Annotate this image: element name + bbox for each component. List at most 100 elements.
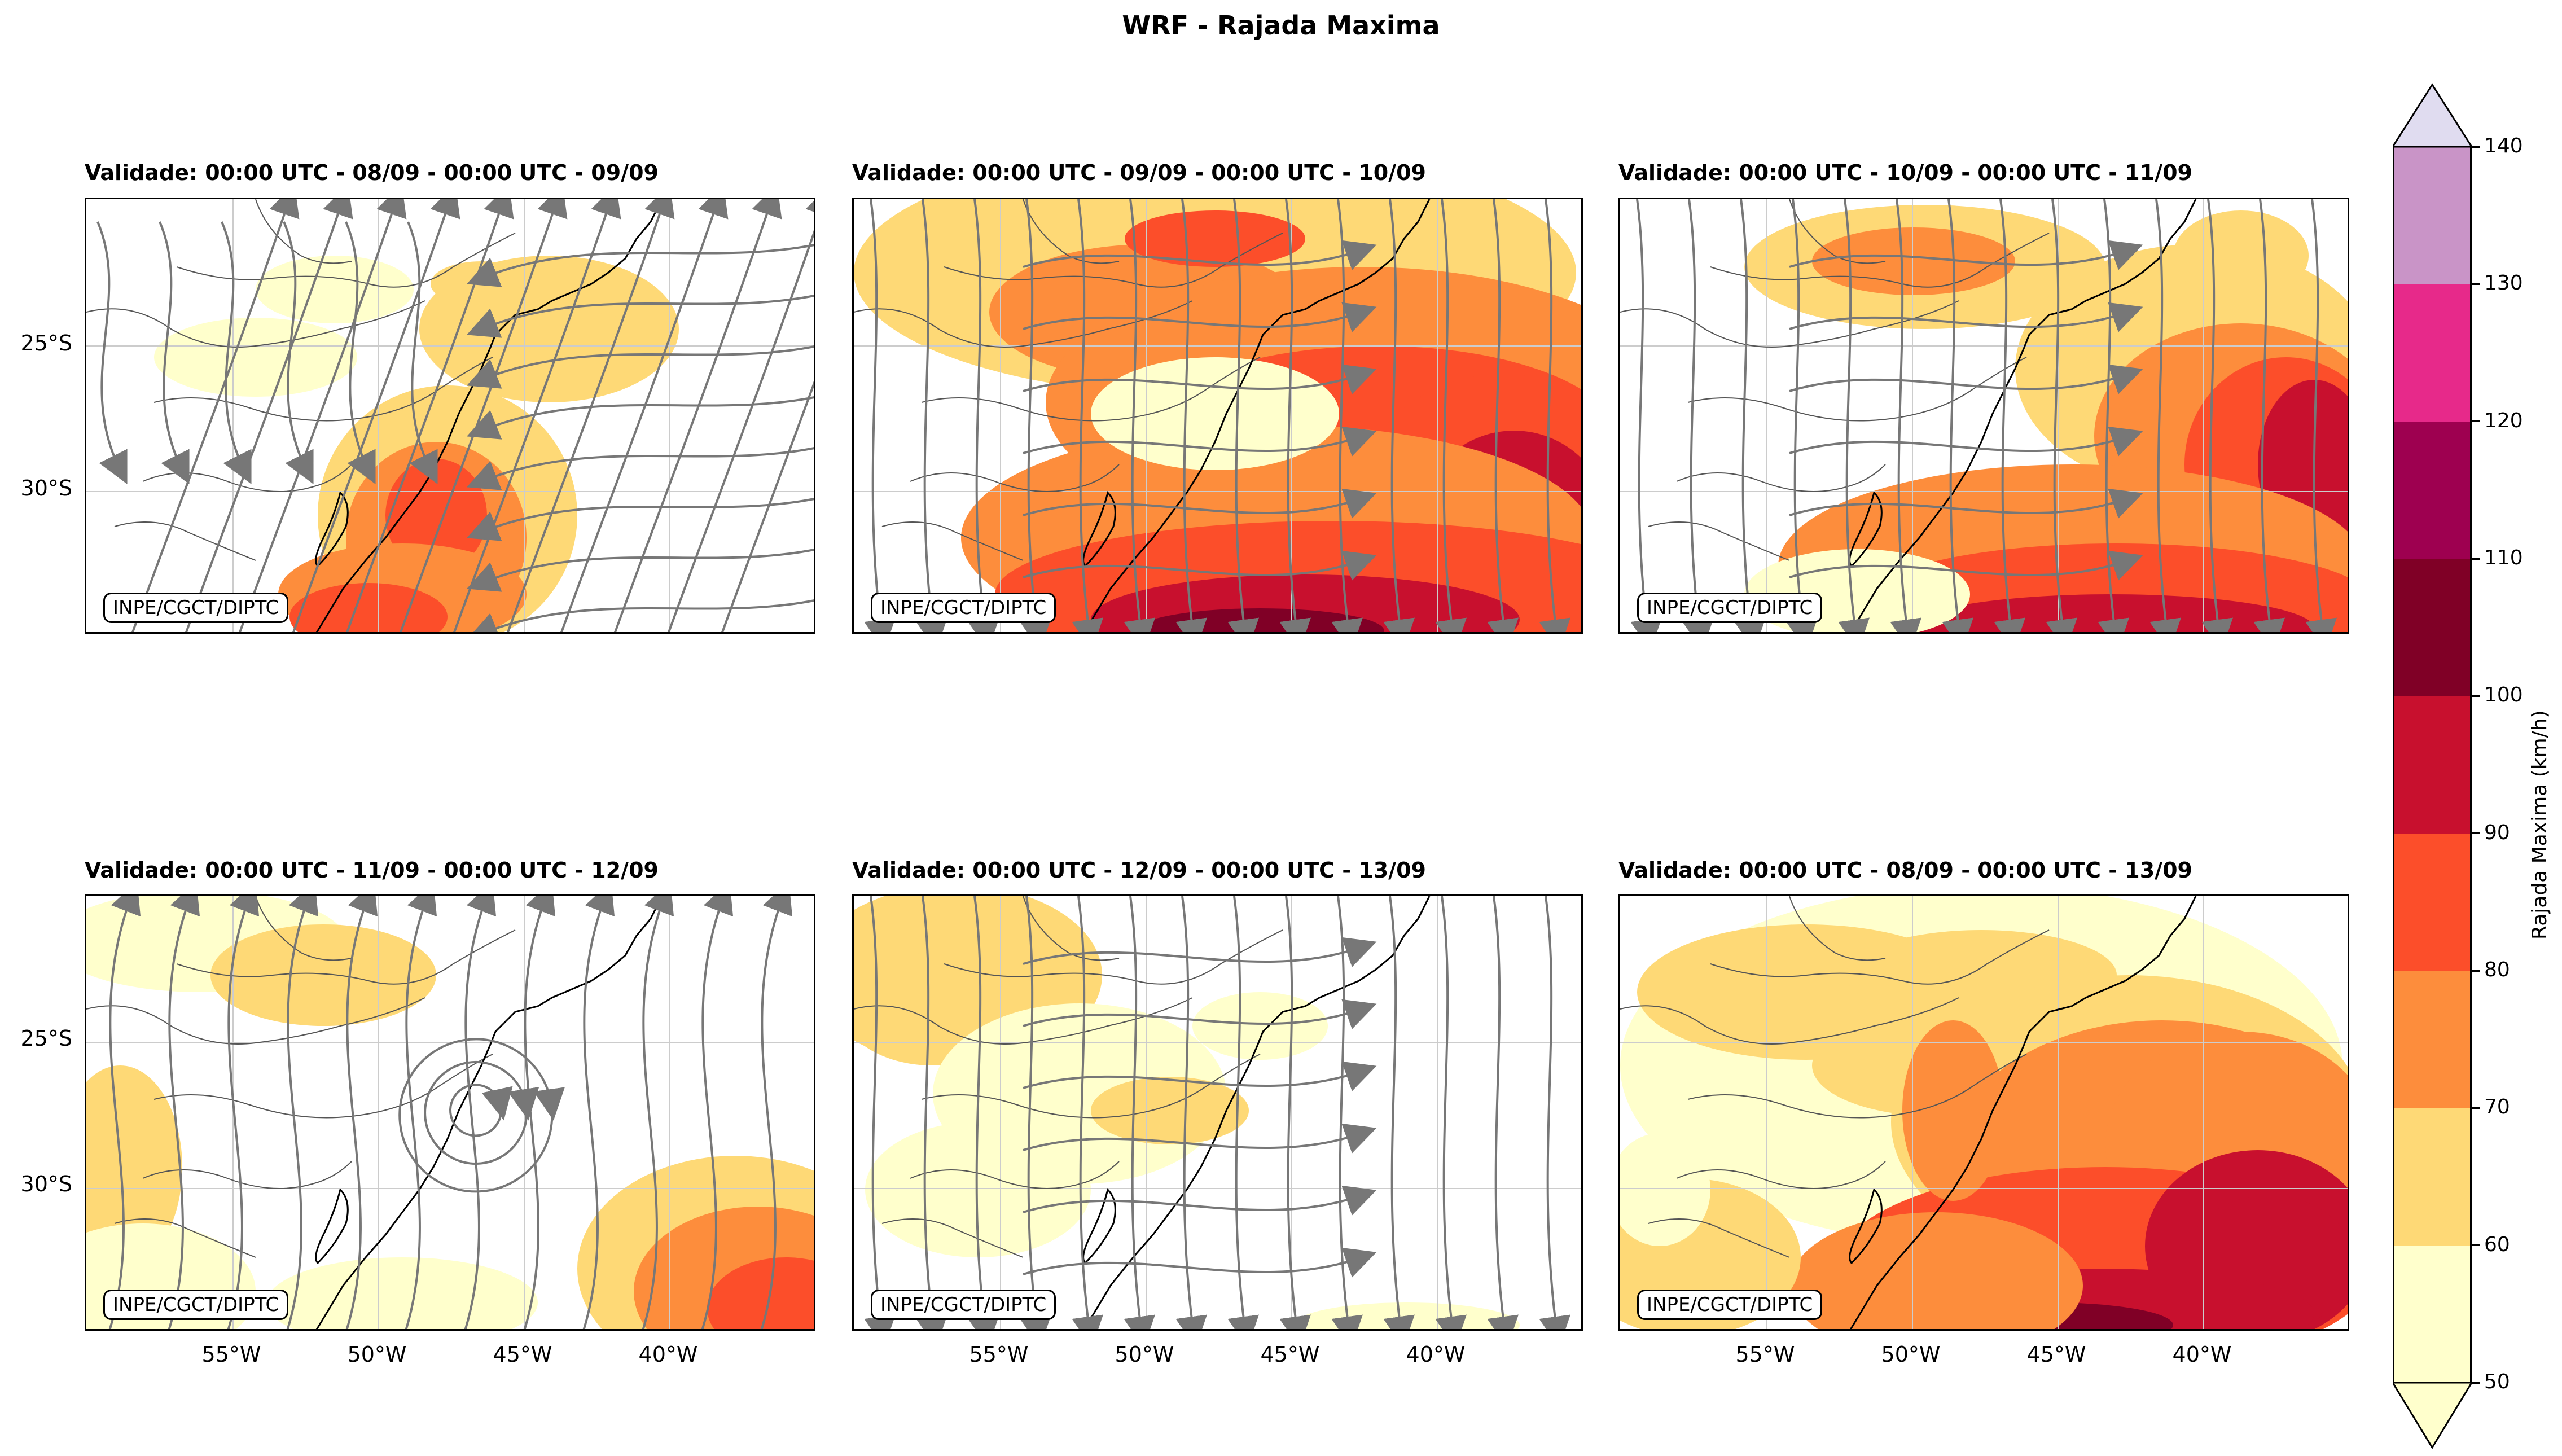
map-panel-2: INPE/CGCT/DIPTC [852,198,1583,634]
credit-label: INPE/CGCT/DIPTC [1637,1290,1823,1320]
streamline [2253,199,2285,632]
streamline [466,244,814,287]
state-border [1648,1218,1790,1258]
gust-field-region [289,583,448,632]
coastline [1083,896,1431,1329]
coastline [1849,199,2197,632]
colorbar-tick-label: 120 [2484,409,2523,432]
colorbar [2393,83,2472,1449]
state-border [1789,896,1886,961]
streamline [1023,1061,1377,1091]
colorbar-tick-label: 100 [2484,683,2523,707]
lon-label-55w: 55°W [201,1342,261,1367]
lat-label-30s-top: 30°S [20,476,72,501]
streamline [1023,937,1377,967]
state-border [921,357,1261,422]
streamline [1630,199,1662,632]
colorbar-tick [2472,558,2480,560]
streamline [1994,199,2025,632]
streamline [1227,896,1259,1329]
streamline [400,199,568,632]
colorbar-bin [2393,833,2472,971]
gust-field-region [86,1065,182,1269]
colorbar-tick-label: 70 [2484,1095,2510,1119]
map-panel-3: INPE/CGCT/DIPTC [1618,198,2349,634]
state-border [1676,464,1886,492]
streamline [1435,896,1467,1329]
credit-label: INPE/CGCT/DIPTC [871,593,1056,623]
streamline [1279,896,1311,1329]
streamline [407,221,438,485]
streamline [108,896,141,1329]
map-canvas [1620,896,2348,1329]
streamline [1539,896,1570,1329]
streamline [668,199,814,632]
streamline [1789,488,2143,519]
gust-field-region [267,1257,538,1329]
streamline [1023,1123,1377,1154]
gust-field-region [1091,357,1339,470]
streamline [968,896,999,1329]
streamline [1789,240,2143,270]
gust-field-region [1125,210,1305,267]
streamline [760,896,793,1329]
map-canvas [1620,199,2348,632]
gust-field-region [1789,1212,2083,1329]
streamline [466,498,814,541]
streamline [864,896,896,1329]
state-border [1648,521,1790,561]
streamline [1023,999,1377,1029]
streamline [345,221,376,485]
gust-field-region [1192,992,1328,1060]
coastline [1083,199,1431,632]
lon-label-45w: 45°W [493,1342,552,1367]
lon-label-40w: 40°W [2172,1342,2232,1367]
streamline [1175,896,1207,1329]
colorbar-tick [2472,420,2480,423]
streamline [721,381,814,632]
colorbar-tick-label: 140 [2484,134,2523,157]
gust-field-region [865,1122,1091,1257]
streamline [2149,199,2181,632]
colorbar-title: Rajada Maxima (km/h) [2528,710,2551,940]
credit-label: INPE/CGCT/DIPTC [103,1290,289,1320]
streamline [1786,199,1818,632]
colorbar-tick [2472,1382,2480,1384]
streamline [1227,199,1259,632]
streamline [614,199,782,632]
gust-field-region [256,256,414,323]
lon-label-50w: 50°W [1881,1342,1941,1367]
streamline [2046,199,2077,632]
panel-2-title: Validade: 00:00 UTC - 09/09 - 00:00 UTC … [852,160,1426,185]
state-border [1710,929,2050,985]
state-border [255,896,352,961]
map-canvas [86,896,814,1329]
colorbar-tick-label: 50 [2484,1370,2510,1393]
streamline [968,199,999,632]
streamline [96,221,128,485]
gust-field-region [431,261,532,306]
streamline [1023,550,1377,581]
state-border [1023,896,1120,961]
streamline [1023,1247,1377,1278]
state-border [1023,199,1120,264]
gust-field-region [385,459,487,572]
lat-label-25s-bottom: 25°S [20,1026,72,1051]
colorbar-tick [2472,970,2480,972]
streamline [221,221,252,485]
colorbar-bin [2393,971,2472,1108]
map-panel-4: INPE/CGCT/DIPTC [85,894,815,1331]
state-border [114,521,256,561]
colorbar-extend-max [2393,83,2472,148]
streamline [1023,364,1377,394]
state-border [153,1054,493,1119]
colorbar-tick [2472,1244,2480,1247]
state-border [86,997,425,1045]
lat-label-25s-top: 25°S [20,331,72,356]
streamline [1682,199,1714,632]
lagoon-outline [1849,1188,1883,1265]
panel-1-title: Validade: 00:00 UTC - 08/09 - 00:00 UTC … [85,160,659,185]
map-canvas [854,199,1581,632]
streamline [398,1038,565,1193]
colorbar-bin [2393,1245,2472,1383]
